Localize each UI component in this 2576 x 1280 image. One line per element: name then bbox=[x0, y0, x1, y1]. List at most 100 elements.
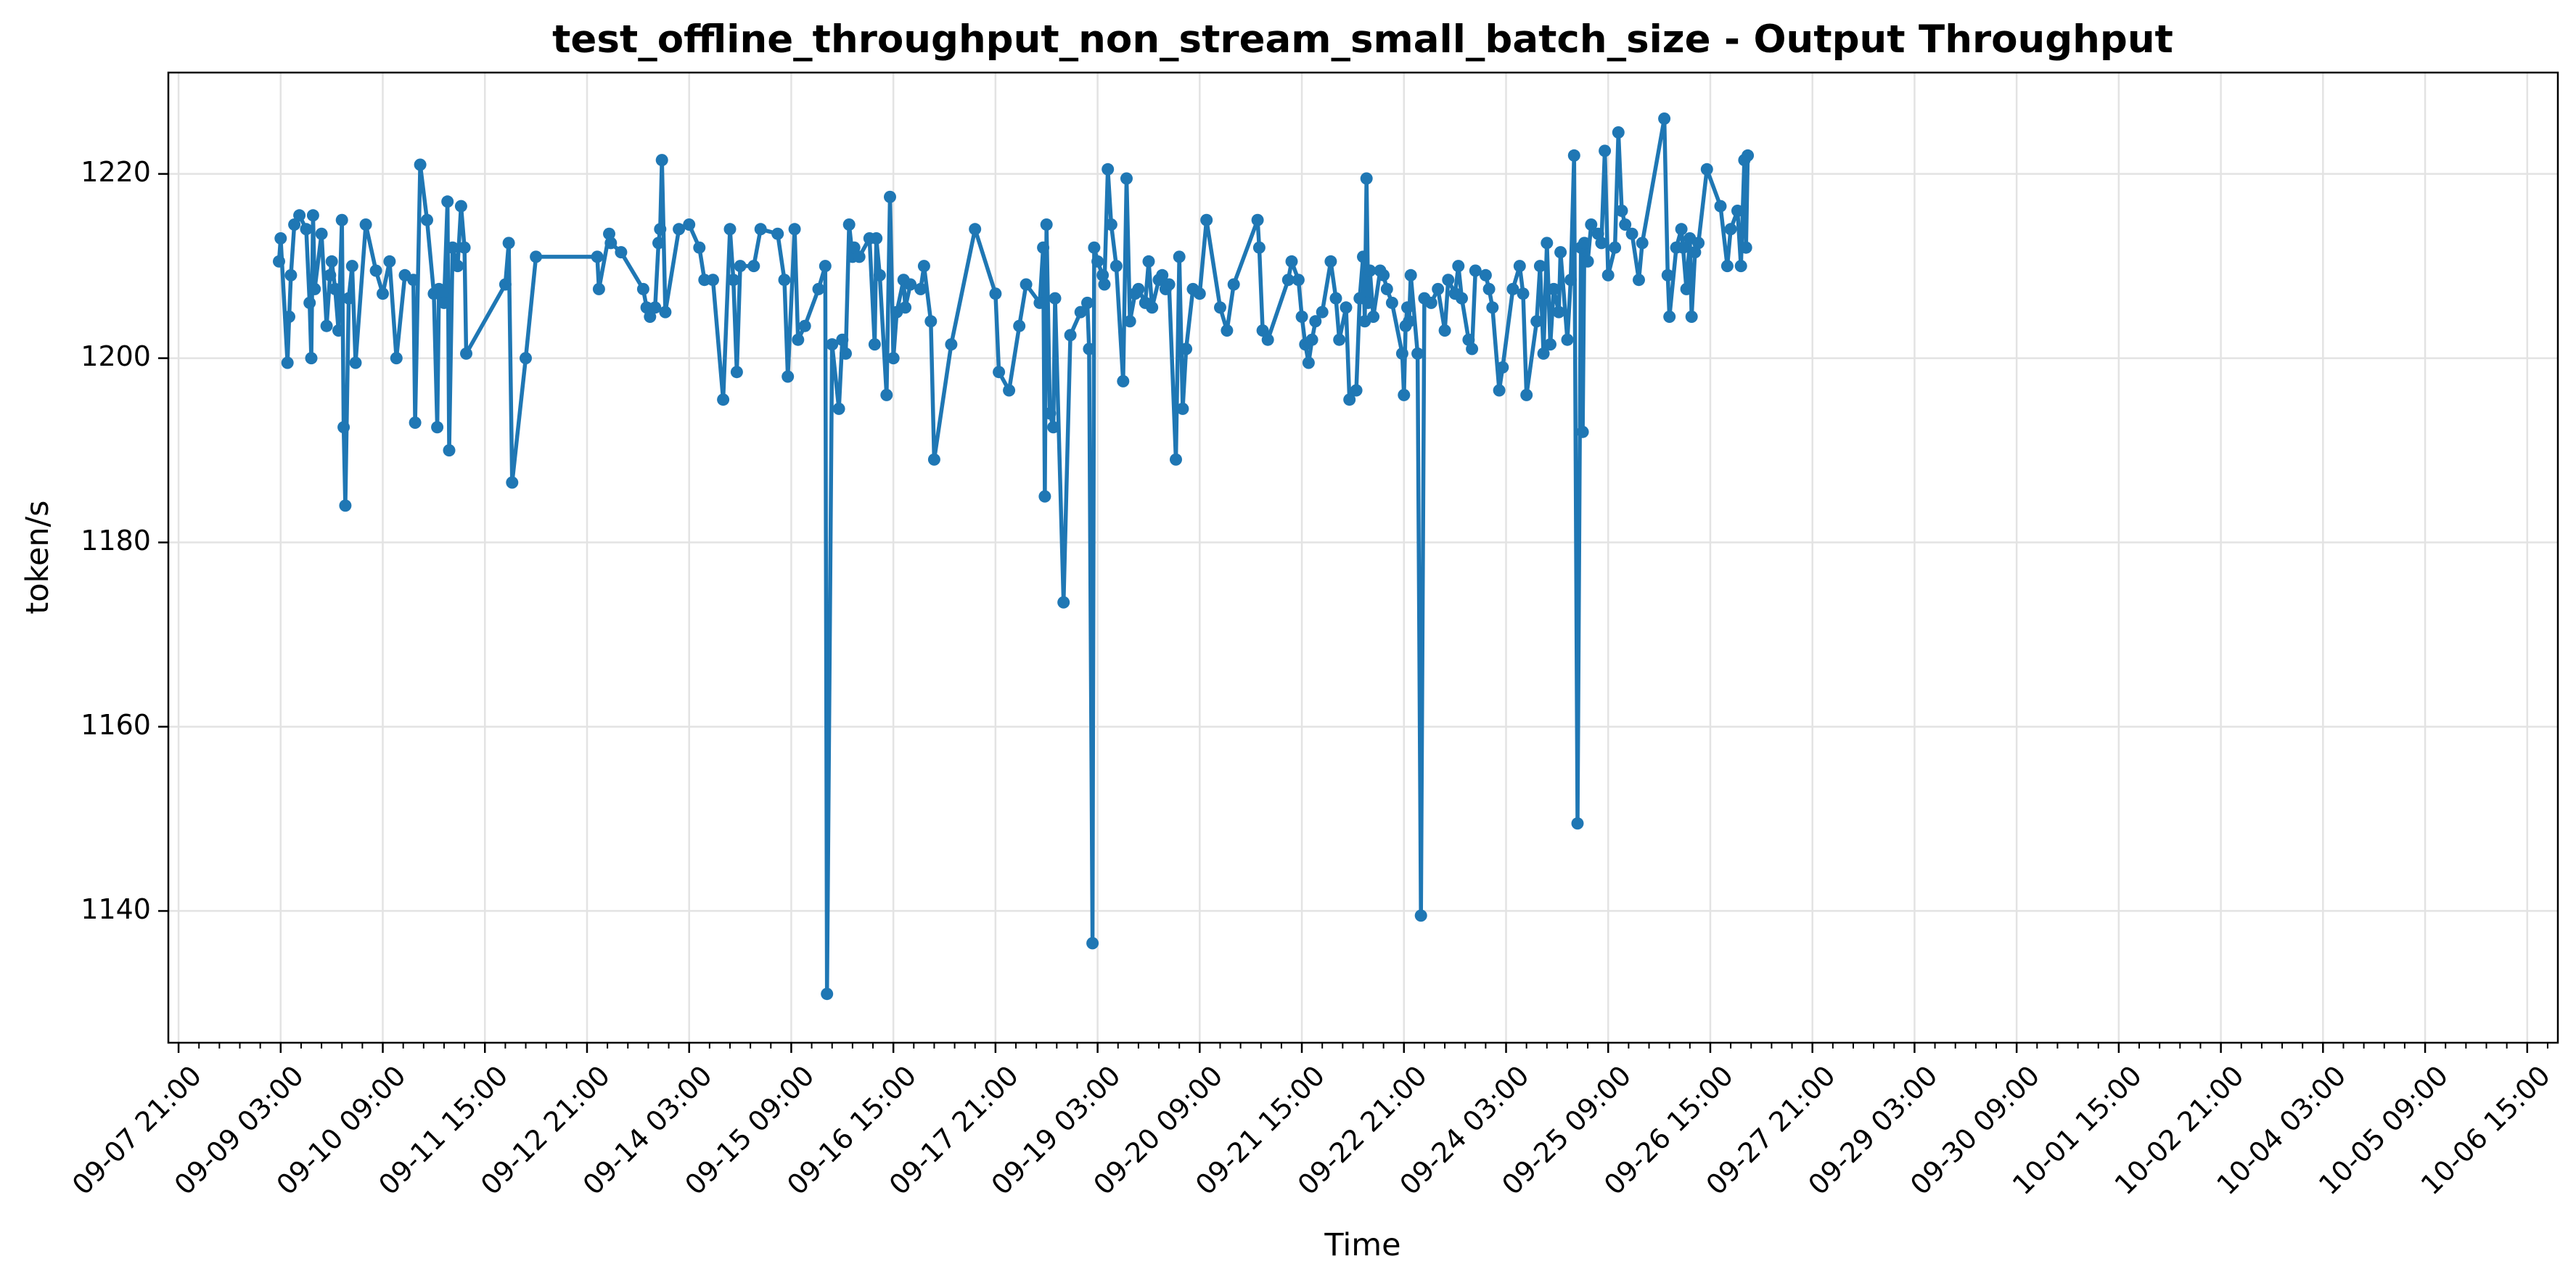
data-point bbox=[1403, 315, 1416, 328]
data-point bbox=[655, 154, 668, 167]
data-point bbox=[603, 227, 615, 240]
data-point bbox=[1395, 347, 1408, 360]
data-point bbox=[1486, 301, 1499, 314]
data-point bbox=[1357, 250, 1369, 263]
data-point bbox=[530, 250, 543, 263]
data-point bbox=[1466, 342, 1479, 356]
data-point bbox=[842, 218, 856, 231]
data-point bbox=[342, 292, 356, 305]
data-point bbox=[329, 282, 342, 295]
data-point bbox=[1256, 324, 1269, 337]
data-point bbox=[421, 213, 433, 226]
data-point bbox=[431, 421, 444, 434]
data-point bbox=[377, 287, 389, 300]
data-point bbox=[1517, 287, 1530, 300]
data-point bbox=[1117, 374, 1130, 387]
data-point bbox=[1088, 241, 1101, 254]
data-point bbox=[1343, 393, 1356, 406]
data-point bbox=[917, 260, 930, 273]
data-point bbox=[335, 213, 348, 226]
data-point bbox=[798, 319, 811, 332]
grid bbox=[168, 73, 2558, 1043]
data-point bbox=[1292, 274, 1305, 287]
data-point bbox=[436, 287, 449, 300]
data-point bbox=[305, 352, 318, 365]
data-point bbox=[1013, 319, 1026, 332]
data-point bbox=[1081, 296, 1094, 309]
data-point bbox=[1675, 223, 1688, 236]
data-point bbox=[1380, 282, 1393, 295]
data-point bbox=[520, 352, 532, 365]
data-point bbox=[652, 237, 665, 250]
y-axis-label: token/s bbox=[20, 500, 56, 614]
data-point bbox=[754, 223, 767, 236]
data-point bbox=[1324, 255, 1337, 268]
data-point bbox=[1064, 329, 1077, 342]
data-point bbox=[868, 338, 881, 351]
data-point bbox=[989, 287, 1002, 300]
data-point bbox=[870, 232, 883, 245]
data-point bbox=[1680, 282, 1693, 295]
data-point bbox=[945, 338, 958, 351]
data-point bbox=[1506, 282, 1519, 295]
data-point bbox=[853, 250, 866, 263]
data-point bbox=[723, 223, 737, 236]
data-point bbox=[1411, 347, 1424, 360]
data-point bbox=[306, 209, 319, 222]
data-point bbox=[1003, 384, 1016, 397]
data-point bbox=[1496, 361, 1509, 374]
data-point bbox=[873, 268, 886, 282]
series-layer bbox=[273, 112, 1755, 1001]
data-point bbox=[1742, 149, 1755, 162]
data-point bbox=[274, 232, 287, 245]
data-point bbox=[848, 241, 861, 254]
data-point bbox=[1685, 311, 1698, 323]
data-point bbox=[1541, 237, 1554, 250]
data-point bbox=[717, 393, 730, 406]
data-point bbox=[1530, 315, 1543, 328]
data-point bbox=[1401, 301, 1414, 314]
data-point bbox=[1676, 241, 1689, 254]
data-point bbox=[899, 301, 912, 314]
data-point bbox=[1170, 453, 1182, 466]
data-point bbox=[644, 311, 657, 323]
data-point bbox=[390, 352, 403, 365]
data-point bbox=[1720, 260, 1734, 273]
data-point bbox=[1414, 909, 1427, 922]
data-point bbox=[887, 352, 900, 365]
data-point bbox=[1619, 218, 1632, 231]
data-point bbox=[1595, 237, 1608, 250]
data-point bbox=[615, 246, 628, 259]
data-point bbox=[1456, 292, 1468, 305]
data-point bbox=[1049, 292, 1062, 305]
data-point bbox=[792, 333, 805, 346]
data-point bbox=[1547, 282, 1560, 295]
data-point bbox=[836, 333, 849, 346]
data-point bbox=[273, 255, 285, 268]
data-point bbox=[315, 227, 328, 240]
data-point bbox=[1554, 246, 1567, 259]
data-point bbox=[454, 200, 467, 213]
data-point bbox=[1424, 296, 1437, 309]
data-point bbox=[636, 282, 649, 295]
data-point bbox=[1469, 264, 1482, 277]
data-point bbox=[284, 268, 298, 282]
data-point bbox=[1513, 260, 1526, 273]
data-point bbox=[826, 338, 839, 351]
data-point bbox=[369, 264, 382, 277]
data-point bbox=[1221, 324, 1234, 337]
data-point bbox=[832, 402, 845, 415]
data-point bbox=[1214, 301, 1226, 314]
y-tick-label: 1200 bbox=[81, 340, 151, 372]
data-point bbox=[1734, 260, 1747, 273]
data-point bbox=[345, 260, 358, 273]
data-point bbox=[1329, 292, 1342, 305]
data-point bbox=[300, 223, 313, 236]
data-point bbox=[506, 476, 519, 489]
data-point bbox=[1109, 260, 1123, 273]
data-point bbox=[1625, 227, 1638, 240]
data-point bbox=[1581, 255, 1594, 268]
data-point bbox=[1316, 305, 1329, 319]
data-point bbox=[499, 278, 512, 291]
data-point bbox=[1132, 282, 1145, 295]
